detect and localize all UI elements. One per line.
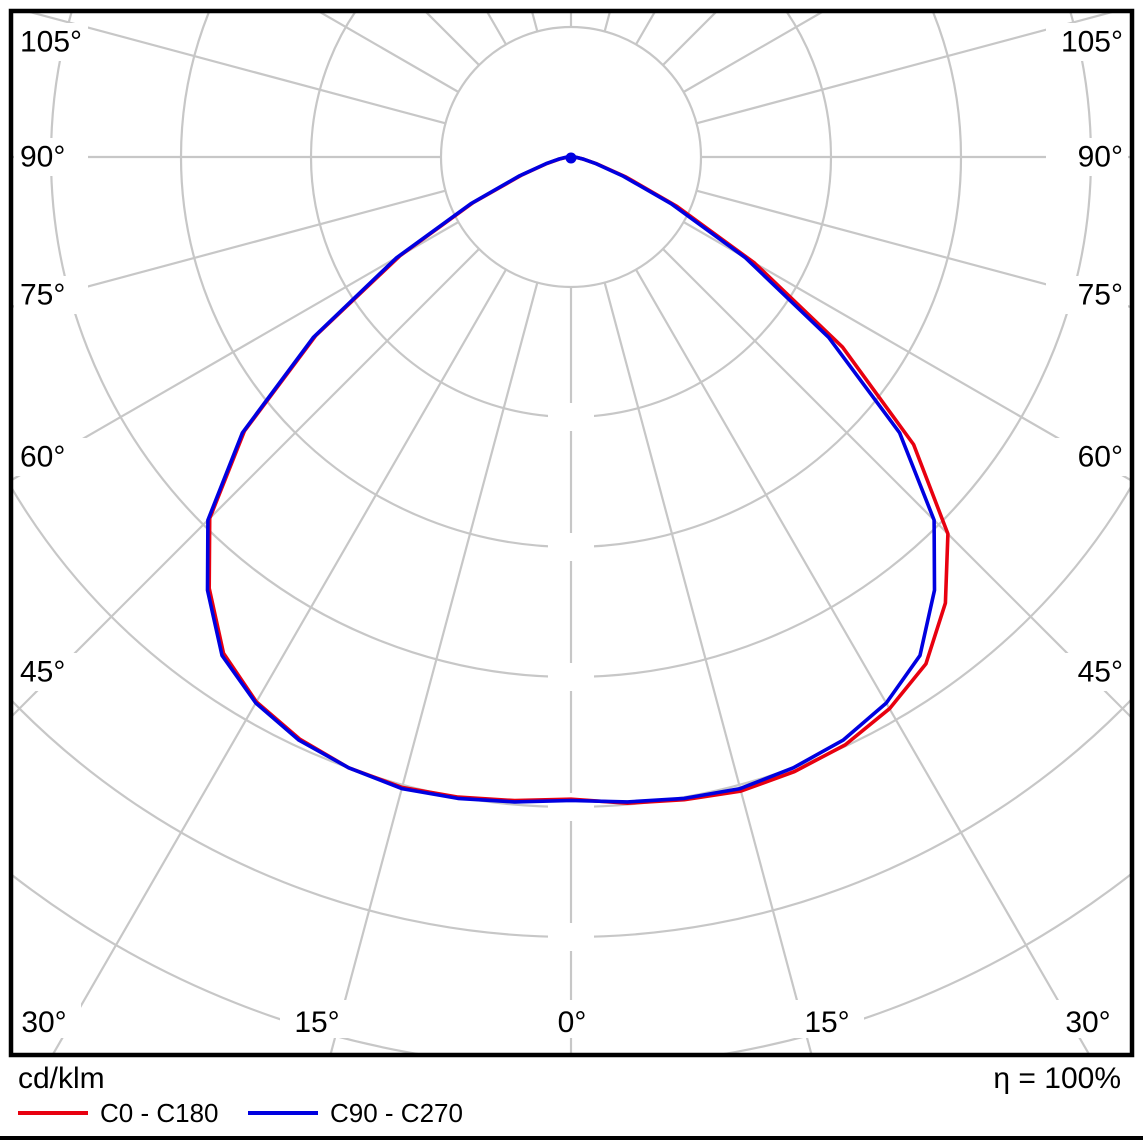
bottom-border (0, 1136, 1143, 1140)
angle-labels: 105° 90° 75° 60° 45° 105° 90° 75° 60° 45° 30° 15° 0°… (20, 26, 1123, 1040)
svg-text:75°: 75° (20, 279, 65, 312)
svg-text:60°: 60° (1078, 441, 1123, 474)
svg-text:30°: 30° (1065, 1006, 1110, 1039)
svg-text:105°: 105° (20, 26, 82, 59)
svg-text:45°: 45° (1078, 656, 1123, 689)
svg-text:15°: 15° (294, 1006, 339, 1039)
svg-text:60°: 60° (20, 441, 65, 474)
plot-frame (8, 8, 1135, 1058)
svg-text:30°: 30° (21, 1006, 66, 1039)
svg-text:75°: 75° (1078, 279, 1123, 312)
legend-swatch-c0-c180 (18, 1111, 88, 1115)
legend-item-c90-c270: C90 - C270 (248, 1098, 463, 1128)
ring-value-boxes (548, 403, 594, 951)
efficiency-label: η = 100% (993, 1062, 1121, 1095)
svg-text:45°: 45° (20, 656, 65, 689)
polar-photometric-chart: 105° 90° 75° 60° 45° 105° 90° 75° 60° 45° 30° 15° 0°… (7, 8, 1135, 1058)
label-backgrounds (7, 23, 1128, 1038)
legend-label-c90-c270: C90 - C270 (330, 1097, 463, 1128)
legend-label-c0-c180: C0 - C180 (100, 1097, 219, 1128)
svg-text:0°: 0° (558, 1006, 587, 1039)
svg-text:90°: 90° (1078, 141, 1123, 174)
unit-label: cd/klm (18, 1062, 105, 1095)
svg-text:90°: 90° (20, 141, 65, 174)
legend-item-c0-c180: C0 - C180 (18, 1098, 219, 1128)
svg-text:105°: 105° (1061, 26, 1123, 59)
curve-c0-c180 (207, 155, 950, 805)
legend: C0 - C180 C90 - C270 (0, 1098, 1143, 1132)
legend-swatch-c90-c270 (248, 1111, 318, 1115)
center-dot (565, 152, 577, 164)
curve-c90-c270 (205, 155, 937, 804)
svg-text:15°: 15° (804, 1006, 849, 1039)
